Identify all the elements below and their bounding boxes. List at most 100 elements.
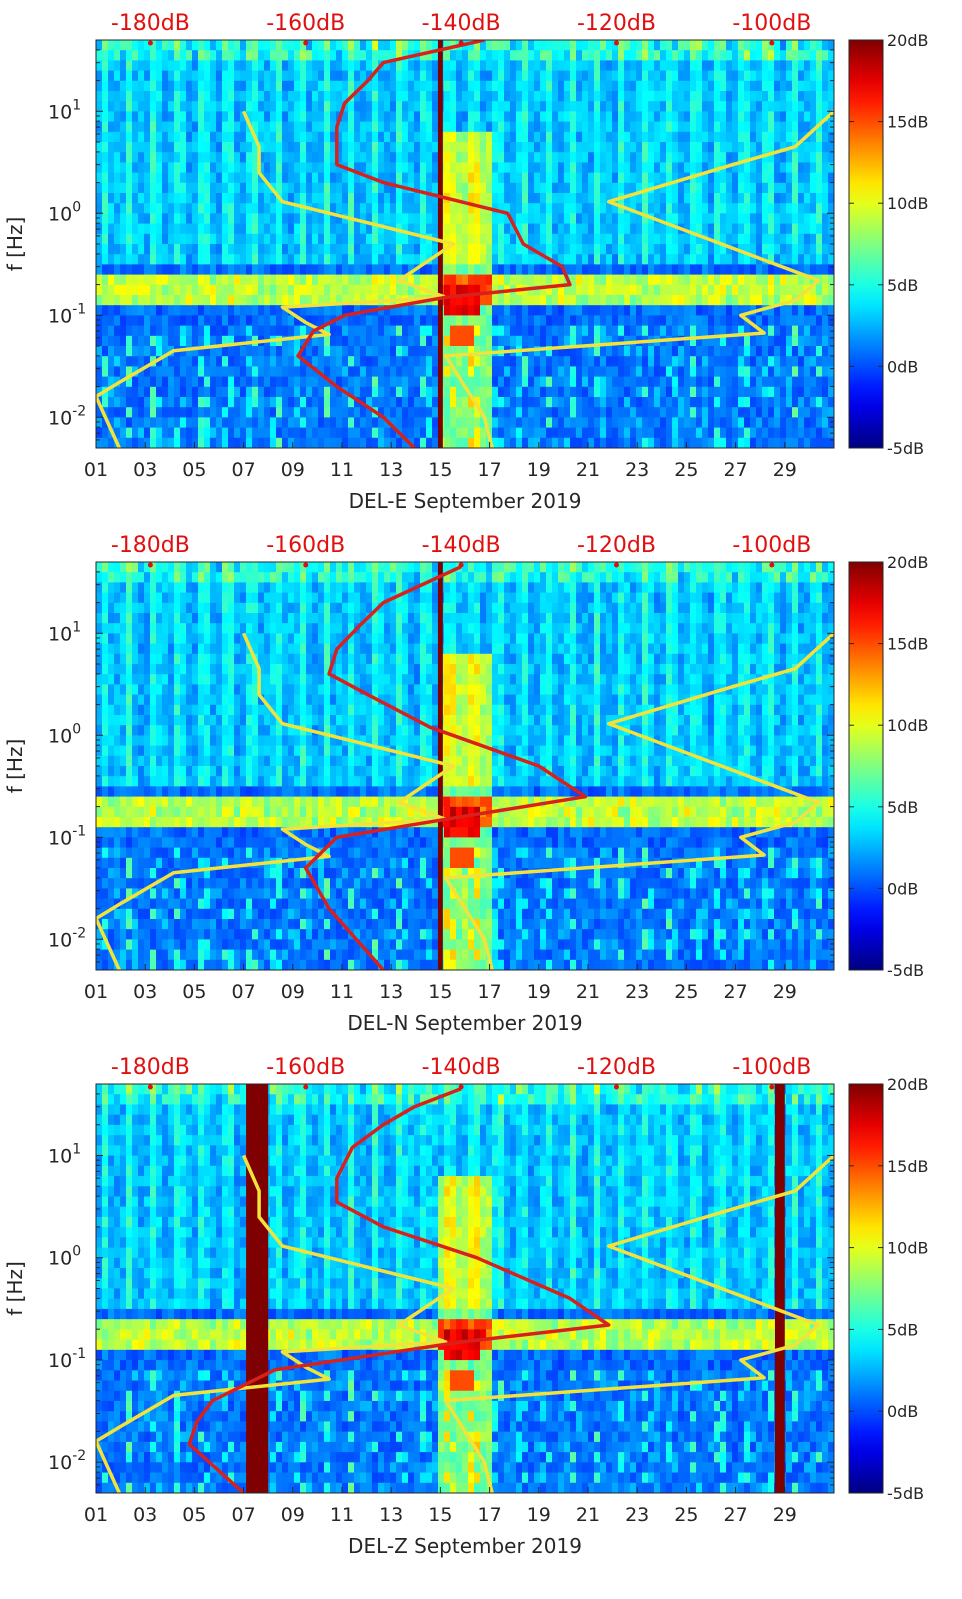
top-db-label: -100dB [732, 11, 811, 36]
x-tick-label: 05 [182, 1504, 206, 1526]
top-db-axis: -180dB -160dB -140dB -120dB -100dB [111, 1055, 811, 1090]
x-axis-label: DEL-N September 2019 [347, 1011, 582, 1035]
x-tick-label: 15 [428, 981, 452, 1003]
x-tick-label: 23 [625, 981, 649, 1003]
x-axis: 01 03 05 07 09 11 13 15 17 19 21 23 25 27 29 [84, 442, 797, 481]
top-db-tick [769, 40, 775, 46]
top-db-label: -180dB [111, 11, 190, 36]
y-axis: 10-2 10-1 100 101 [48, 1083, 834, 1494]
top-db-label: -140dB [422, 1055, 501, 1080]
colorbar-label: 5dB [887, 798, 918, 817]
x-tick-label: 01 [84, 459, 108, 481]
x-tick-label: 03 [133, 459, 157, 481]
colorbar-label: 0dB [887, 357, 918, 376]
x-tick-label: 23 [625, 1504, 649, 1526]
y-tick-label: 10-1 [48, 1346, 86, 1372]
top-db-tick [147, 40, 153, 46]
colorbar-label: 15dB [887, 1157, 929, 1176]
x-tick-label: 29 [773, 459, 797, 481]
top-db-tick [613, 562, 619, 568]
colorbar: -5dB 0dB 5dB 10dB 15dB 20dB [848, 553, 929, 980]
top-db-tick [458, 1084, 464, 1090]
colorbar-label: 5dB [887, 1320, 918, 1339]
x-tick-label: 05 [182, 981, 206, 1003]
colorbar-label: -5dB [887, 961, 924, 980]
x-tick-label: 09 [281, 459, 305, 481]
x-tick-label: 11 [330, 459, 354, 481]
y-tick-label: 10-1 [48, 301, 86, 327]
x-tick-label: 07 [232, 981, 256, 1003]
x-tick-label: 01 [84, 1504, 108, 1526]
model-curve-nhnm [443, 1154, 834, 1493]
saturation-band [437, 40, 443, 448]
saturation-band [774, 1084, 785, 1493]
x-tick-label: 11 [330, 981, 354, 1003]
x-axis: 01 03 05 07 09 11 13 15 17 19 21 23 25 27 29 [84, 1487, 797, 1526]
colorbar-label: 0dB [887, 879, 918, 898]
colorbar-label: 10dB [887, 1239, 929, 1258]
colorbar-label: 10dB [887, 716, 929, 735]
y-tick-label: 10-2 [48, 403, 86, 429]
panel-E: 10-2 10-1 100 101 f [Hz] 01 03 05 07 09 11 13 15 17 19… [3, 11, 929, 513]
x-tick-label: 21 [576, 981, 600, 1003]
x-tick-label: 27 [724, 981, 748, 1003]
top-db-label: -100dB [732, 533, 811, 558]
colorbar-label: 20dB [887, 1075, 929, 1094]
top-db-tick [613, 40, 619, 46]
top-db-label: -140dB [422, 533, 501, 558]
top-db-label: -140dB [422, 11, 501, 36]
x-tick-label: 13 [379, 1504, 403, 1526]
x-tick-label: 17 [478, 981, 502, 1003]
colorbar-label: 10dB [887, 194, 929, 213]
y-axis-label: f [Hz] [3, 217, 27, 272]
x-axis-label: DEL-E September 2019 [349, 489, 582, 513]
x-axis-label: DEL-Z September 2019 [348, 1534, 582, 1558]
colorbar-label: 20dB [887, 31, 929, 50]
top-db-axis: -180dB -160dB -140dB -120dB -100dB [111, 533, 811, 568]
top-db-label: -180dB [111, 533, 190, 558]
top-db-tick [769, 1084, 775, 1090]
x-tick-label: 27 [724, 459, 748, 481]
x-tick-label: 29 [773, 1504, 797, 1526]
x-tick-label: 09 [281, 1504, 305, 1526]
psd-curve [296, 40, 572, 448]
top-db-tick [303, 562, 309, 568]
colorbar-gradient [848, 1083, 884, 1494]
y-tick-label: 101 [48, 619, 81, 645]
colorbar: -5dB 0dB 5dB 10dB 15dB 20dB [848, 1075, 929, 1503]
x-tick-label: 11 [330, 1504, 354, 1526]
x-tick-label: 15 [428, 1504, 452, 1526]
model-curve-nlnm [96, 110, 456, 448]
model-curve-nhnm [443, 632, 834, 970]
x-tick-label: 15 [428, 459, 452, 481]
x-tick-label: 09 [281, 981, 305, 1003]
top-db-tick [458, 562, 464, 568]
x-tick-label: 25 [674, 981, 698, 1003]
top-db-label: -100dB [732, 1055, 811, 1080]
x-tick-label: 19 [527, 1504, 551, 1526]
top-db-label: -120dB [577, 11, 656, 36]
top-db-tick [303, 1084, 309, 1090]
y-axis-label: f [Hz] [3, 1261, 27, 1316]
top-db-tick [613, 1084, 619, 1090]
model-curve-nlnm [96, 1154, 456, 1493]
colorbar-gradient [848, 561, 884, 971]
x-tick-label: 05 [182, 459, 206, 481]
colorbar-label: 15dB [887, 113, 929, 132]
x-tick-label: 01 [84, 981, 108, 1003]
saturation-band [246, 1084, 269, 1493]
colorbar: -5dB 0dB 5dB 10dB 15dB 20dB [848, 31, 929, 458]
x-tick-label: 23 [625, 459, 649, 481]
x-tick-label: 17 [478, 459, 502, 481]
y-axis: 10-2 10-1 100 101 [48, 39, 834, 449]
y-tick-label: 100 [48, 721, 81, 747]
x-tick-label: 21 [576, 1504, 600, 1526]
colorbar-label: 0dB [887, 1402, 918, 1421]
y-tick-label: 10-1 [48, 823, 86, 849]
colorbar-label: -5dB [887, 439, 924, 458]
panel-Z: 10-2 10-1 100 101 f [Hz] 01 03 05 07 09 11 13 15 17 19… [3, 1055, 929, 1558]
x-tick-label: 03 [133, 1504, 157, 1526]
top-db-label: -160dB [266, 11, 345, 36]
y-tick-label: 10-2 [48, 1448, 86, 1474]
